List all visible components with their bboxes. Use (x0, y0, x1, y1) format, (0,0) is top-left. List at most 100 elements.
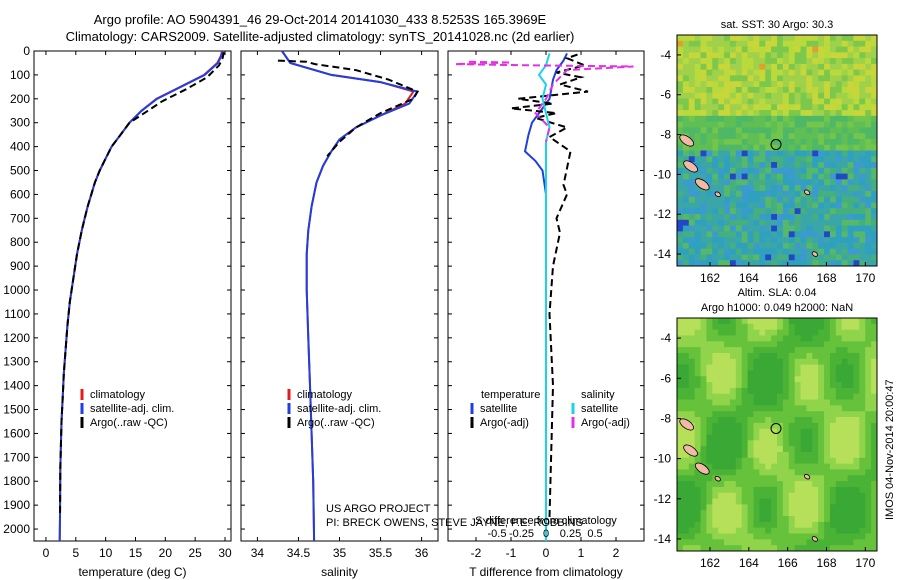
heatmap-cell (741, 185, 749, 192)
heatmap-cell (724, 133, 731, 140)
legend-entry: Argo(..raw -QC) (90, 417, 168, 429)
heatmap-cell (853, 364, 860, 372)
heatmap-cell (700, 167, 708, 175)
heatmap-cell (794, 411, 802, 418)
heatmap-cell (688, 469, 696, 476)
heatmap-cell (777, 121, 784, 129)
heatmap-cell (782, 358, 790, 366)
heatmap-cell (794, 86, 802, 94)
heatmap-cell (824, 214, 831, 221)
heatmap-cell (741, 504, 749, 511)
heatmap-cell (759, 208, 766, 215)
heatmap-cell (865, 40, 872, 48)
heatmap-cell (859, 510, 866, 517)
heatmap-cell (871, 202, 877, 209)
heatmap-cell (777, 63, 784, 71)
heatmap-cell (871, 167, 877, 175)
heatmap-cell (677, 370, 684, 377)
heatmap-cell (724, 411, 731, 418)
heatmap-cell (841, 422, 849, 430)
heatmap-cell (841, 498, 849, 505)
heatmap-cell (688, 481, 696, 488)
heatmap-cell (718, 208, 725, 215)
heatmap-cell (806, 498, 813, 505)
heatmap-cell (735, 370, 743, 377)
heatmap-cell (682, 358, 690, 366)
heatmap-cell (682, 475, 690, 482)
heatmap-cell (800, 422, 808, 430)
heatmap-cell (777, 335, 784, 342)
heatmap-cell (771, 190, 778, 198)
heatmap-cell (724, 323, 731, 331)
heatmap-cell (829, 352, 837, 360)
heatmap-cell (871, 545, 877, 551)
heatmap-cell (829, 179, 837, 186)
heatmap-cell (794, 133, 802, 140)
heatmap-cell (729, 219, 737, 227)
heatmap-cell (777, 475, 784, 482)
heatmap-cell (712, 341, 719, 348)
heatmap-cell (682, 110, 690, 117)
heatmap-cell (865, 127, 872, 134)
heatmap-cell (818, 475, 825, 482)
heatmap-cell (741, 335, 749, 342)
heatmap-cell (753, 248, 760, 256)
heatmap-cell (741, 214, 749, 221)
heatmap-cell (794, 318, 802, 325)
heatmap-cell (818, 92, 825, 100)
heatmap-cell (729, 475, 737, 482)
heatmap-cell (794, 516, 802, 523)
heatmap-cell (841, 510, 849, 517)
heatmap-cell (694, 242, 702, 250)
heatmap-cell (782, 335, 790, 342)
heatmap-cell (859, 318, 866, 325)
heatmap-cell (800, 248, 808, 256)
heatmap-cell (777, 405, 784, 412)
heatmap-cell (800, 545, 808, 551)
heatmap-cell (700, 382, 708, 389)
heatmap-cell (847, 52, 855, 59)
legend-entry: Argo(..raw -QC) (297, 417, 375, 429)
heatmap-cell (806, 335, 813, 342)
heatmap-cell (782, 521, 790, 529)
heatmap-cell (806, 545, 813, 551)
heatmap-cell (777, 545, 784, 551)
heatmap-cell (859, 481, 866, 488)
heatmap-cell (753, 260, 760, 266)
heatmap-cell (782, 121, 790, 129)
heatmap-cell (682, 463, 690, 471)
series-group (454, 52, 634, 541)
heatmap-cell (735, 133, 743, 140)
heatmap-cell (841, 352, 849, 360)
heatmap-cell (729, 492, 737, 500)
heatmap-cell (782, 376, 790, 383)
heatmap-cell (794, 358, 802, 366)
heatmap-cell (782, 370, 790, 377)
heatmap-cell (735, 399, 743, 406)
heatmap-cell (747, 110, 755, 117)
heatmap-cell (853, 58, 860, 65)
heatmap-cell (771, 121, 778, 129)
heatmap-cell (788, 150, 796, 157)
heatmap-cell (824, 393, 831, 401)
heatmap-cell (777, 382, 784, 389)
heatmap-cell (741, 545, 749, 551)
heatmap-cell (847, 115, 855, 123)
y-tick-label: 1100 (4, 307, 30, 321)
heatmap-cell (741, 475, 749, 482)
heatmap-cell (806, 225, 813, 232)
heatmap-cell (853, 248, 860, 256)
heatmap-cell (771, 104, 778, 111)
heatmap-cell (718, 382, 725, 389)
heatmap-cell (765, 393, 772, 401)
heatmap-cell (871, 347, 877, 354)
heatmap-cell (759, 46, 766, 53)
heatmap-cell (706, 231, 713, 238)
heatmap-cell (835, 510, 843, 517)
heatmap-cell (759, 162, 766, 169)
heatmap-cell (859, 440, 866, 447)
heatmap-cell (706, 358, 713, 366)
heatmap-cell (871, 121, 877, 129)
heatmap-cell (824, 52, 831, 59)
heatmap-cell (800, 110, 808, 117)
